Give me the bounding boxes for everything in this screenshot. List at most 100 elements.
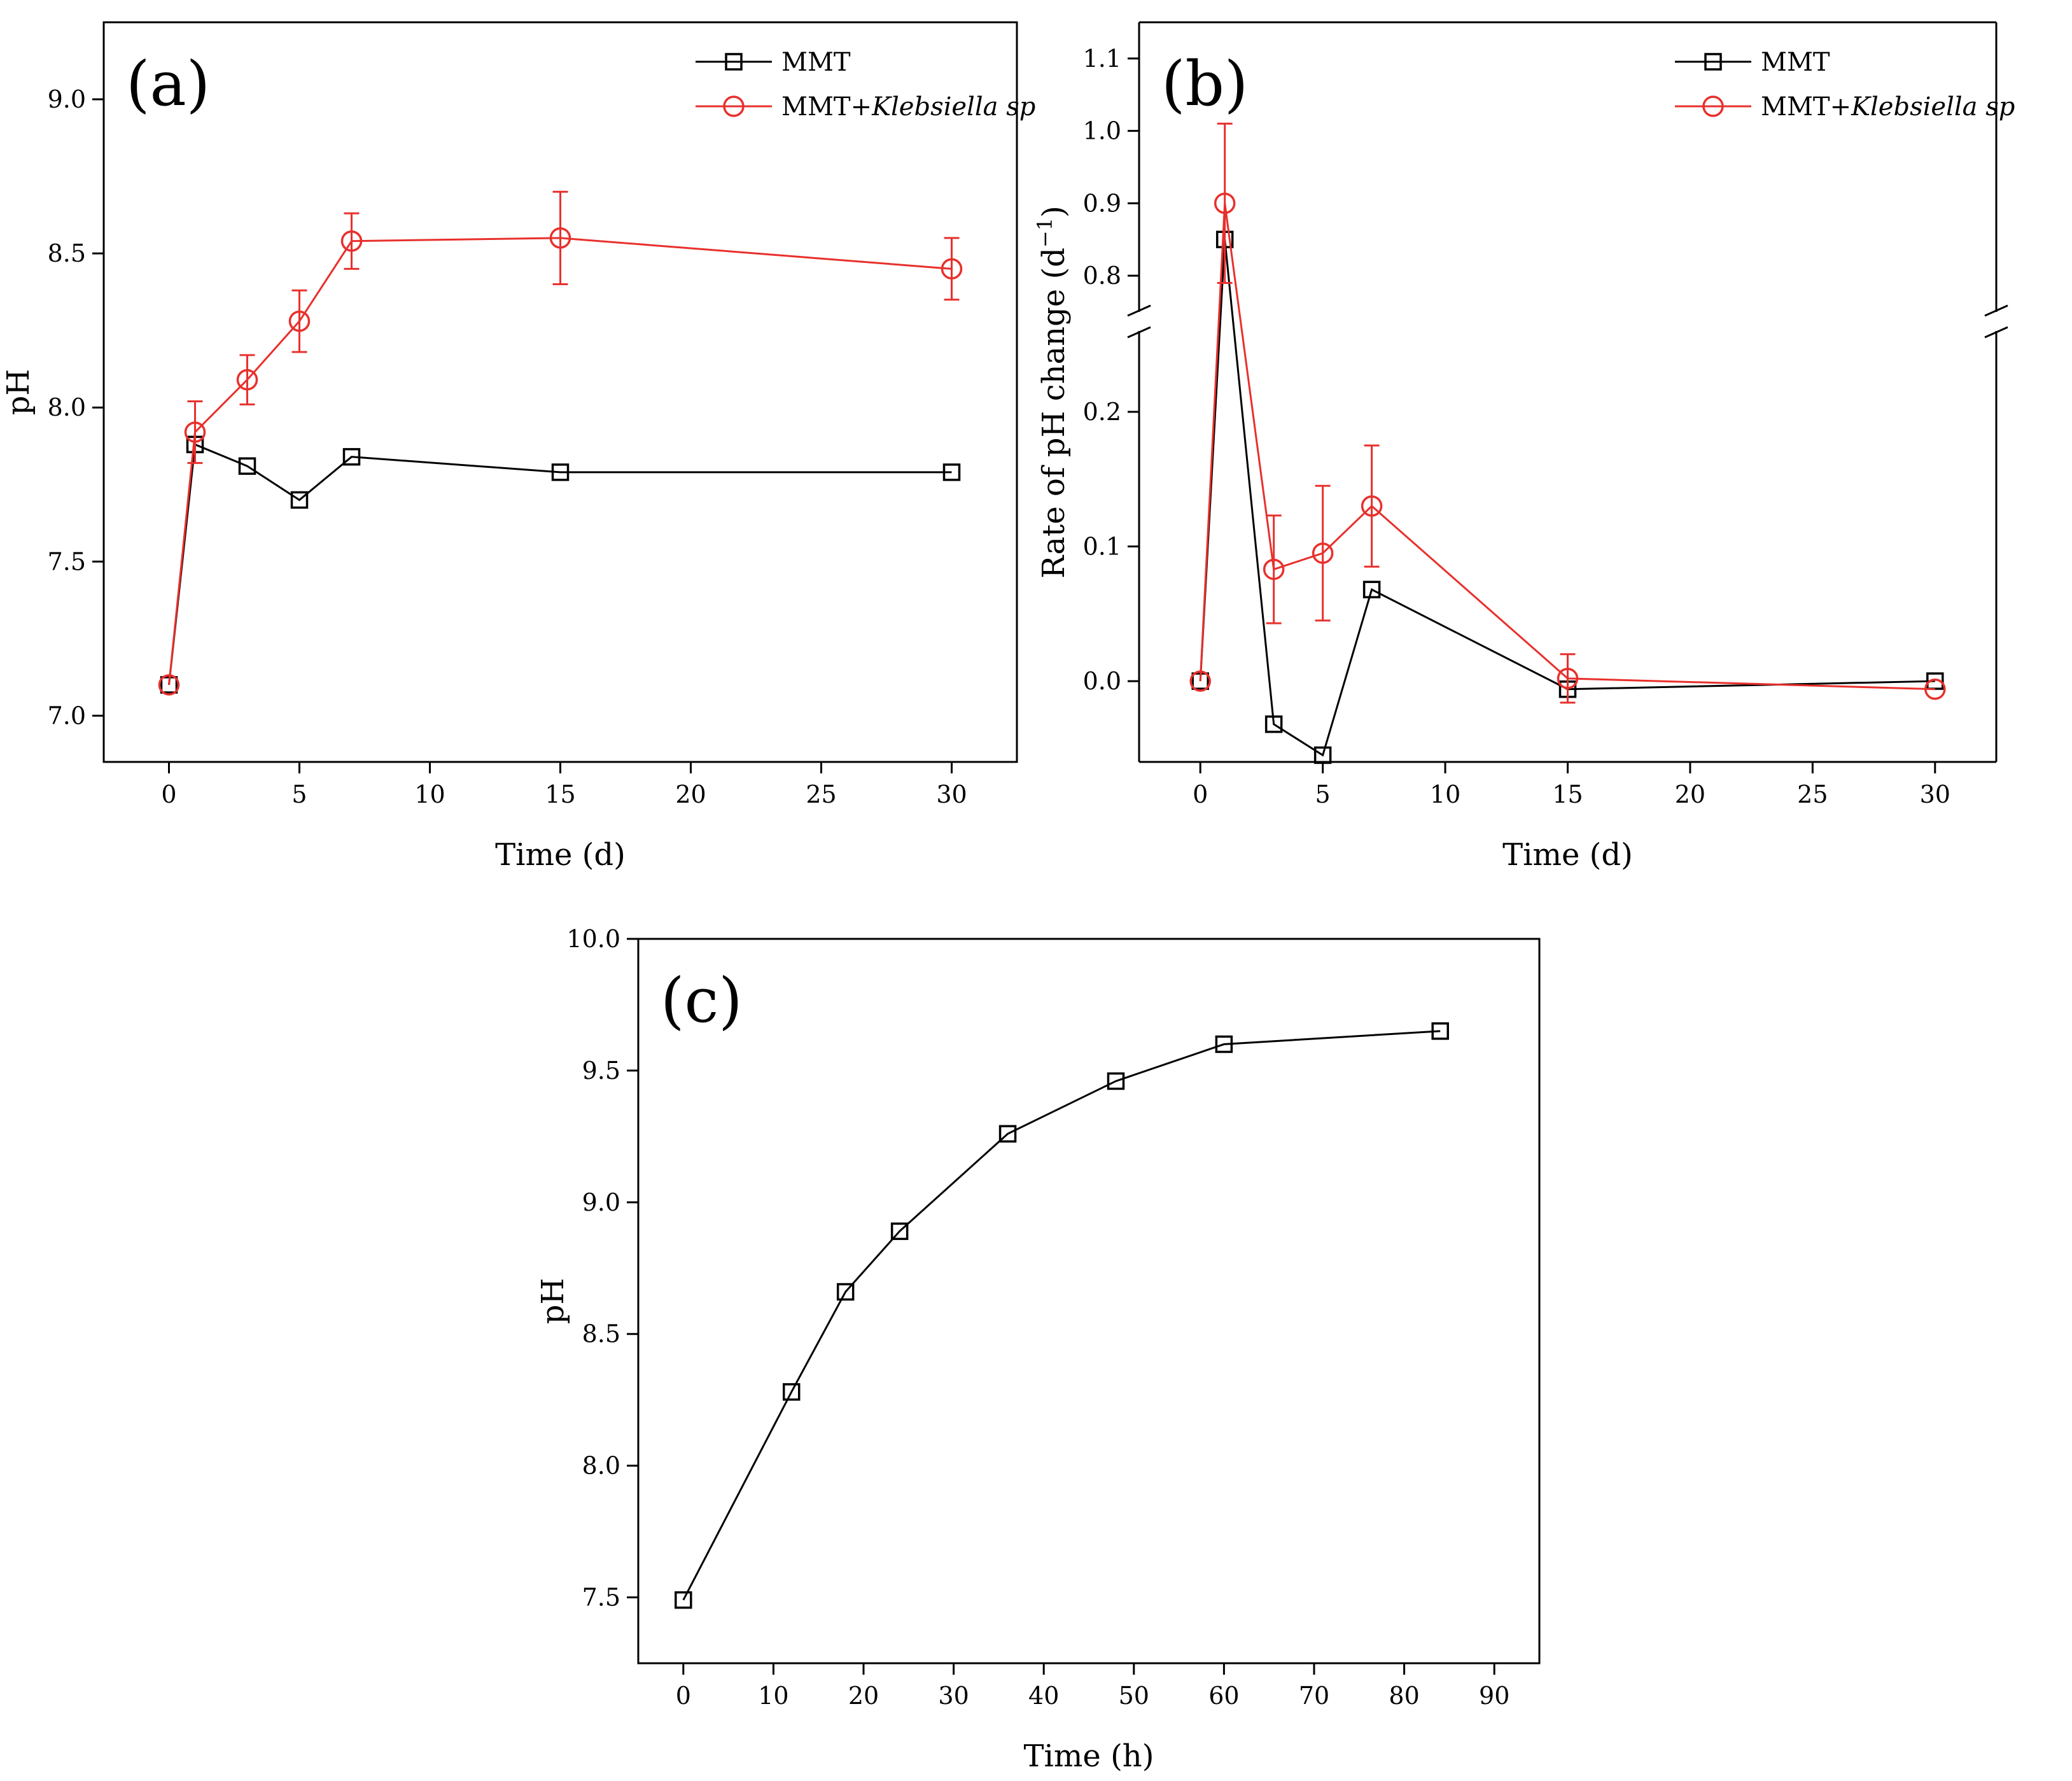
panel-c: 7.5 8.0 8.5 9.0 9.5 10.0 0 10 20 30 40 50 60 70 80 90 Ti… <box>535 925 1541 1774</box>
x-tick-label: 15 <box>545 780 575 808</box>
panel-b: 0.8 0.9 1.0 1.1 0.0 0.1 0.2 0 5 10 15 20 25 30 Time (d… <box>1033 21 2015 873</box>
x-tick-label: 50 <box>1119 1682 1149 1710</box>
x-tick-label: 25 <box>1797 780 1828 808</box>
y-tick-label: 9.0 <box>48 85 86 113</box>
data-point <box>1189 670 1211 692</box>
data-point <box>1264 715 1283 733</box>
x-tick-label: 20 <box>675 780 706 808</box>
data-point <box>340 230 363 252</box>
y-tick-label: 8.0 <box>582 1452 620 1480</box>
x-tick-label: 40 <box>1028 1682 1059 1710</box>
data-point <box>342 447 361 466</box>
data-point <box>184 421 206 443</box>
y-tick-label: 7.0 <box>48 701 86 729</box>
y-tick-label: 0.8 <box>1083 262 1121 290</box>
y-tick-label: 10.0 <box>566 925 620 953</box>
y-tick-label: 7.5 <box>48 547 86 575</box>
data-point <box>1924 679 1946 700</box>
plot-frame <box>637 938 1541 1665</box>
data-point <box>1312 542 1334 564</box>
legend-label: MMT <box>1761 48 1830 77</box>
data-point <box>942 463 961 481</box>
legend-entry: MMT <box>781 48 851 77</box>
data-point <box>1557 668 1579 689</box>
y-axis-title: pH <box>1 369 36 416</box>
y-tick-label: 0.0 <box>1083 667 1121 695</box>
y-tick-label: 0.9 <box>1083 189 1121 217</box>
y-axis-title-tail: ) <box>1036 206 1072 218</box>
data-point <box>890 1222 909 1241</box>
x-tick-label: 80 <box>1389 1682 1419 1710</box>
panel-label: (a) <box>126 48 210 120</box>
legend-label: MMT+ <box>781 92 872 122</box>
legend-marker <box>723 95 745 117</box>
series-line-1 <box>1199 203 1935 691</box>
x-tick-label: 60 <box>1208 1682 1239 1710</box>
legend-entry: MMT+Klebsiella sp <box>781 92 1035 122</box>
x-tick-label: 20 <box>848 1682 879 1710</box>
data-point <box>1431 1022 1449 1040</box>
y-tick-label: 0.2 <box>1083 398 1121 426</box>
data-point <box>1214 192 1236 215</box>
axis-break-mark <box>1127 304 1151 317</box>
panel-a: 7.0 7.5 8.0 8.5 9.0 0 5 10 15 20 25 30 Time (d) pH (a)… <box>1 21 1035 873</box>
legend-entry: MMT <box>1761 48 1830 77</box>
axis-break-mark <box>1984 326 2008 339</box>
data-point <box>941 258 963 280</box>
x-tick-label: 5 <box>291 780 307 808</box>
data-point <box>551 463 570 481</box>
data-point <box>1107 1072 1125 1090</box>
x-tick-label: 0 <box>676 1682 691 1710</box>
x-tick-label: 30 <box>1920 780 1950 808</box>
y-tick-label: 7.5 <box>582 1584 620 1612</box>
legend-label: MMT <box>781 48 851 77</box>
legend-label-italic: Klebsiella sp <box>1851 92 2015 122</box>
x-tick-label: 0 <box>161 780 176 808</box>
data-point <box>549 227 571 249</box>
series-line-0 <box>682 1030 1441 1601</box>
x-tick-label: 5 <box>1315 780 1331 808</box>
data-point <box>1361 495 1383 517</box>
x-tick-label: 30 <box>938 1682 969 1710</box>
x-axis-title: Time (d) <box>1502 837 1633 873</box>
plot-frame <box>102 21 1018 763</box>
x-tick-label: 90 <box>1479 1682 1509 1710</box>
legend-label: MMT+ <box>1761 92 1851 122</box>
y-axis-title-main: Rate of pH change (d <box>1036 248 1072 579</box>
panel-label: (b) <box>1161 48 1248 120</box>
legend-label-italic: Klebsiella sp <box>871 92 1035 122</box>
y-tick-label: 0.1 <box>1083 533 1121 561</box>
y-tick-label: 1.1 <box>1083 45 1121 73</box>
y-tick-label: 8.5 <box>48 239 86 267</box>
x-tick-label: 30 <box>936 780 967 808</box>
axis-break-mark <box>1984 304 2008 317</box>
legend-entry: MMT+Klebsiella sp <box>1761 92 2015 122</box>
x-tick-label: 10 <box>1430 780 1460 808</box>
y-axis-title-superscript: −1 <box>1033 218 1057 248</box>
y-tick-label: 9.5 <box>582 1057 620 1085</box>
y-tick-label: 8.5 <box>582 1320 620 1348</box>
data-point <box>1362 581 1381 598</box>
x-tick-label: 70 <box>1299 1682 1329 1710</box>
legend-marker <box>1702 95 1724 117</box>
series-line-1 <box>168 237 952 686</box>
x-tick-label: 15 <box>1552 780 1583 808</box>
axis-break-mark <box>1127 326 1151 339</box>
data-point <box>998 1125 1017 1143</box>
y-axis-title: Rate of pH change (d−1) <box>1033 206 1072 579</box>
x-tick-label: 0 <box>1193 780 1208 808</box>
data-point <box>236 369 258 391</box>
legend-marker <box>1704 53 1722 71</box>
data-point <box>1215 1035 1233 1053</box>
data-point <box>288 310 311 332</box>
data-point <box>158 674 180 696</box>
data-point <box>1313 746 1332 764</box>
data-point <box>836 1283 855 1301</box>
x-axis-title: Time (d) <box>495 837 626 873</box>
data-point <box>675 1591 692 1609</box>
data-point <box>290 491 309 509</box>
y-tick-label: 9.0 <box>582 1188 620 1216</box>
y-tick-label: 8.0 <box>48 393 86 421</box>
x-axis-title: Time (h) <box>1024 1738 1154 1774</box>
